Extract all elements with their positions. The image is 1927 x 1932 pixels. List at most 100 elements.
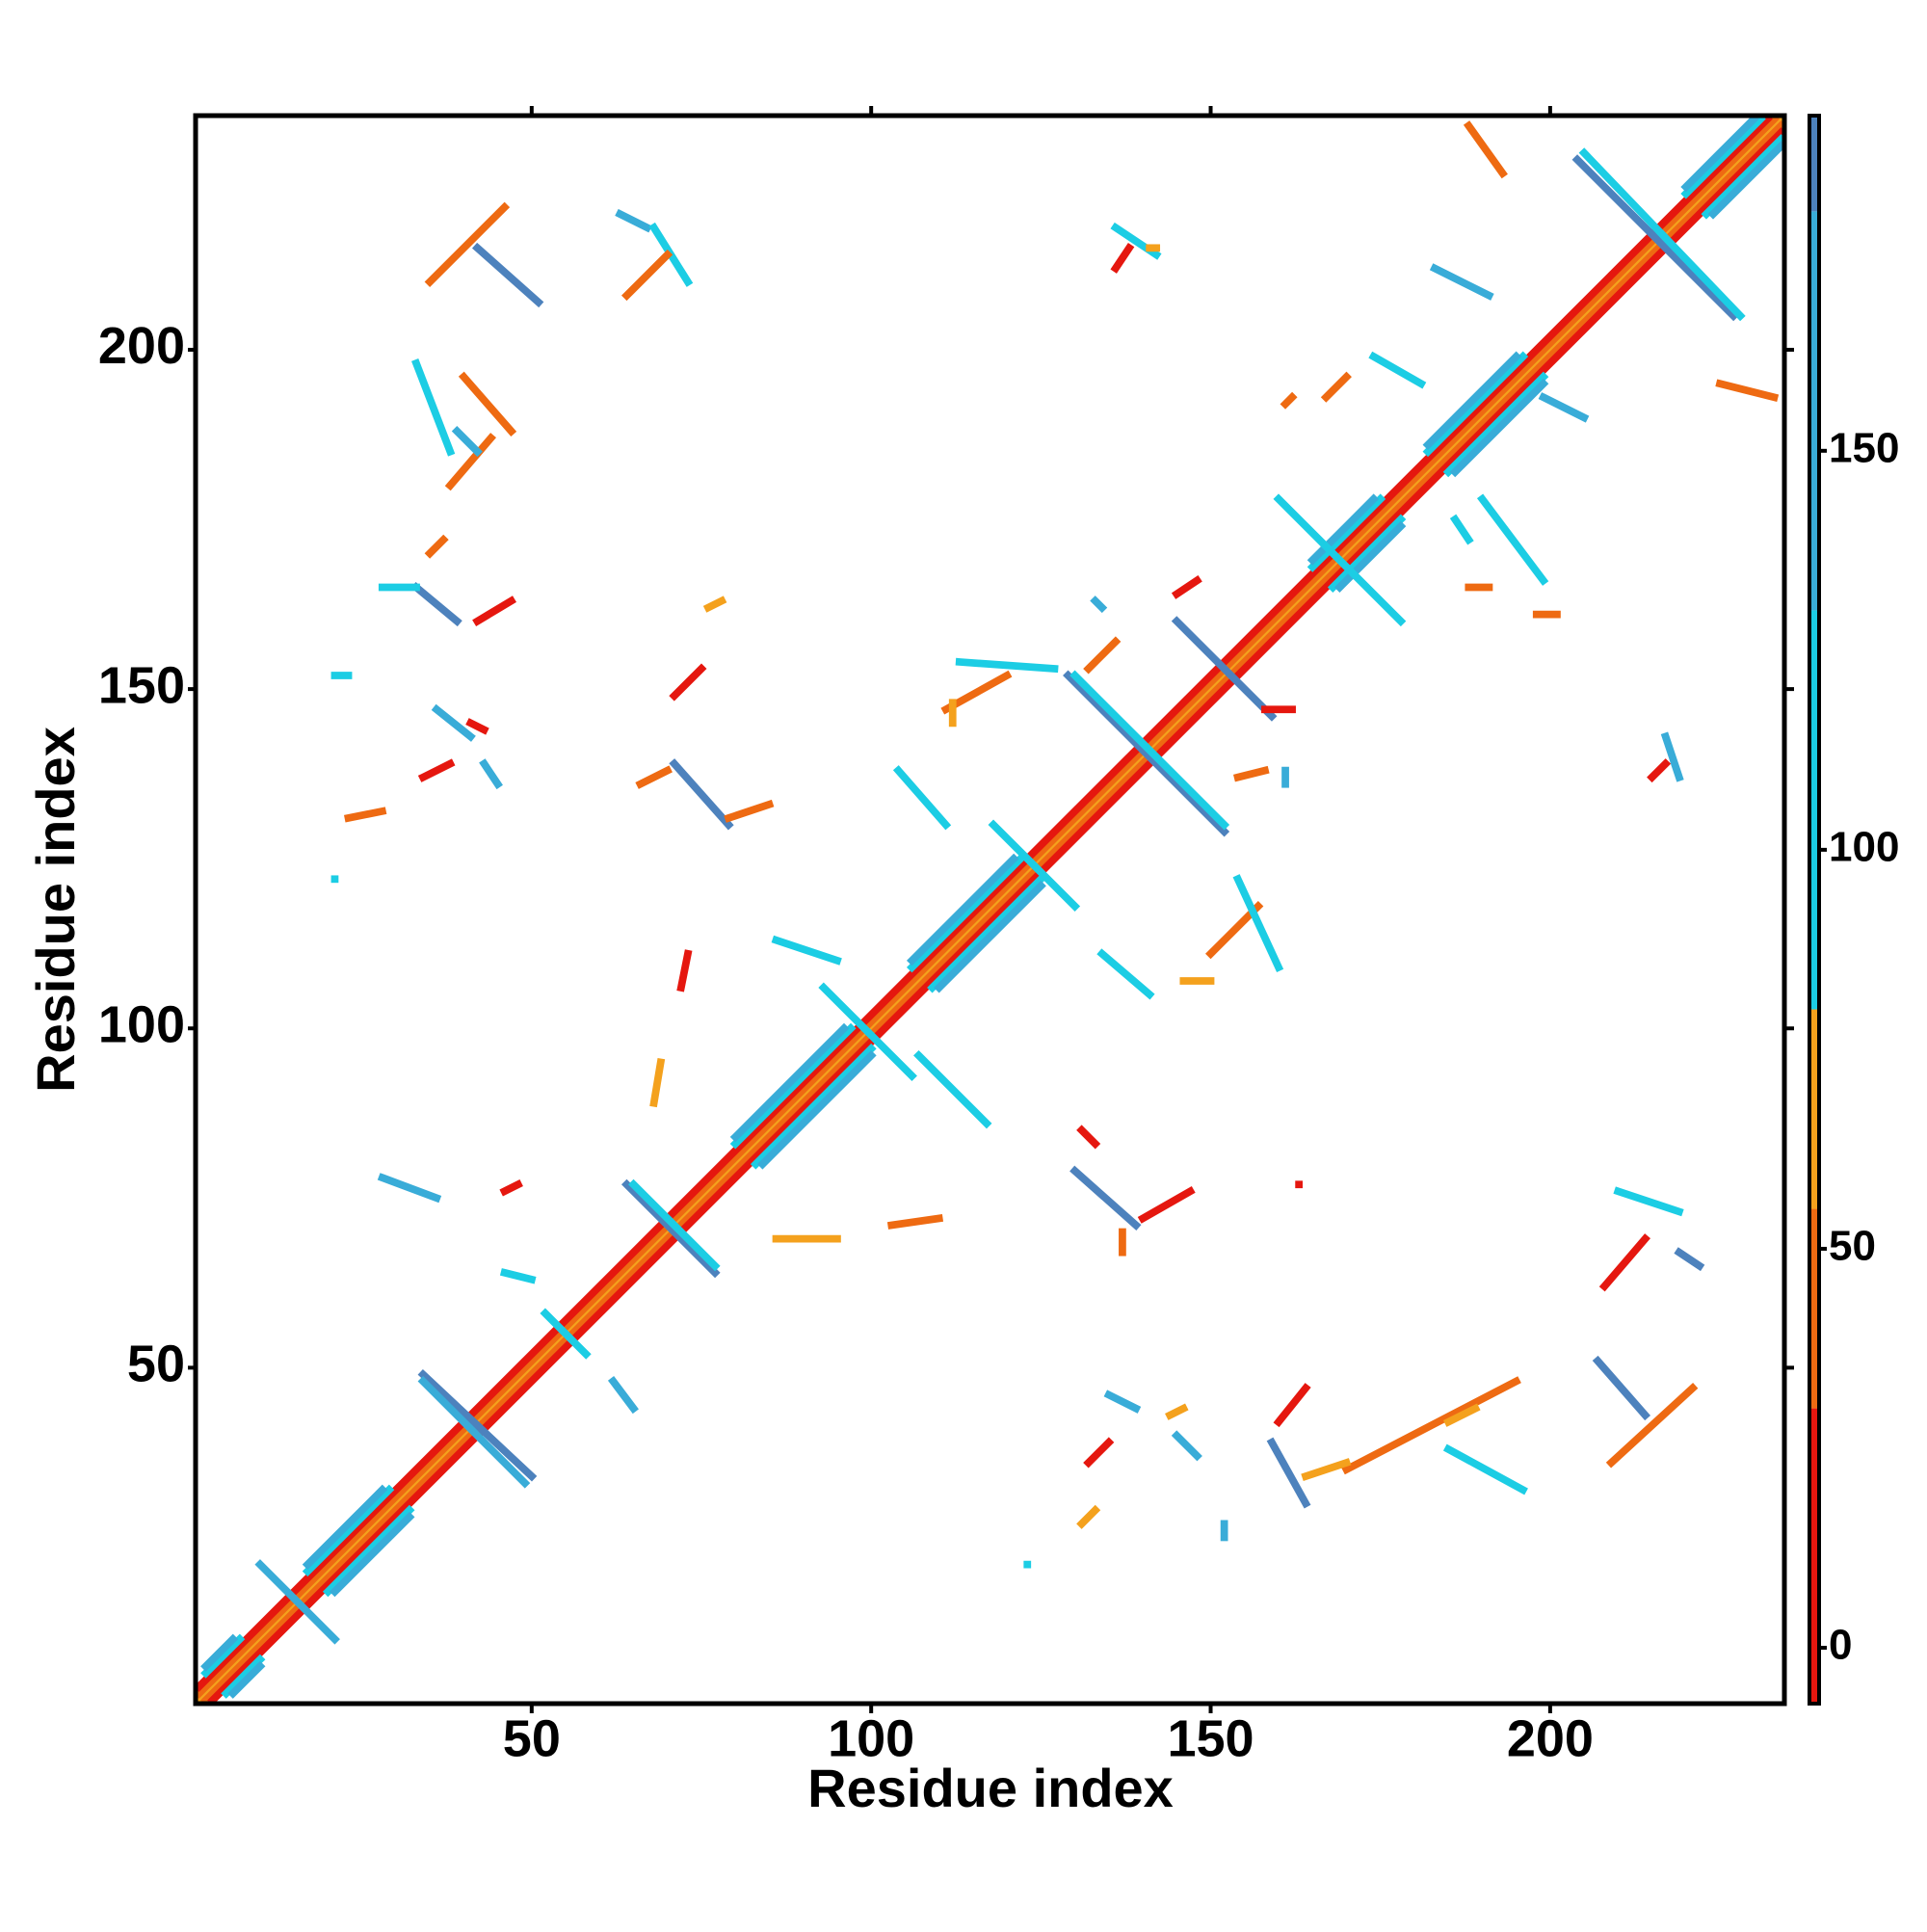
x-tick-label: 100 bbox=[828, 1709, 914, 1767]
contact-segment bbox=[499, 1179, 523, 1197]
contact-segment bbox=[1422, 351, 1529, 458]
contact-segment bbox=[417, 1368, 538, 1482]
contact-segment bbox=[1171, 1430, 1202, 1462]
contact-segment bbox=[1110, 242, 1135, 274]
contact-segment bbox=[750, 1043, 877, 1170]
contact-segment bbox=[1613, 1186, 1684, 1217]
contact-segment bbox=[934, 880, 1046, 993]
contact-segment bbox=[1701, 134, 1786, 220]
contact-segment bbox=[1280, 391, 1298, 410]
contact-segment bbox=[729, 1022, 850, 1143]
contact-segment bbox=[669, 663, 707, 701]
colorbar-tick-label: 100 bbox=[1829, 824, 1899, 871]
contact-segment bbox=[1463, 120, 1508, 179]
contact-segment bbox=[1538, 392, 1590, 423]
contact-segment bbox=[227, 1660, 266, 1699]
contact-segment bbox=[444, 433, 497, 491]
plot-frame bbox=[193, 113, 1787, 1707]
contact-segment bbox=[465, 718, 489, 735]
contact-segment bbox=[818, 982, 917, 1082]
contact-segment bbox=[1069, 1165, 1142, 1231]
contact-segment bbox=[621, 249, 673, 302]
contact-segment bbox=[615, 208, 652, 233]
contact-segment bbox=[649, 1058, 666, 1108]
contact-segment bbox=[499, 1268, 537, 1284]
contact-segment bbox=[377, 1173, 442, 1204]
y-tick-label: 150 bbox=[98, 656, 185, 714]
contact-segment bbox=[1096, 948, 1155, 1000]
contact-segment bbox=[417, 1375, 531, 1489]
contact-segment bbox=[1647, 758, 1672, 783]
contact-segment bbox=[1301, 1458, 1352, 1481]
contact-segment bbox=[927, 873, 1046, 993]
contact-segment bbox=[221, 1654, 266, 1699]
contact-segment bbox=[1083, 1437, 1115, 1469]
contact-segment bbox=[472, 595, 517, 627]
contact-segment bbox=[1449, 378, 1549, 478]
contact-segment bbox=[1707, 141, 1786, 220]
contact-segment bbox=[1422, 351, 1522, 451]
contact-segment bbox=[458, 371, 517, 437]
colorbar-band bbox=[1809, 116, 1819, 212]
contact-segment bbox=[886, 1214, 944, 1230]
colorbar-band bbox=[1809, 610, 1819, 1010]
contact-segment bbox=[621, 1178, 721, 1279]
contact-segment bbox=[1333, 520, 1407, 593]
colorbar-band bbox=[1809, 211, 1819, 611]
contact-segment bbox=[1442, 1403, 1481, 1427]
contact-segment bbox=[1578, 147, 1746, 322]
contact-segment bbox=[1327, 514, 1407, 593]
contact-segment bbox=[343, 807, 387, 823]
contact-segment bbox=[207, 127, 1786, 1706]
contact-segment bbox=[194, 114, 1780, 1699]
contact-segment bbox=[1063, 670, 1230, 837]
contact-segment bbox=[1442, 1443, 1528, 1495]
contact-segment bbox=[635, 765, 673, 789]
contact-segment bbox=[1449, 514, 1474, 545]
contact-segment bbox=[424, 534, 449, 559]
colorbar-frame bbox=[1808, 114, 1821, 1706]
contact-segment bbox=[724, 799, 775, 823]
contact-segment bbox=[329, 1511, 415, 1598]
contact-segment bbox=[411, 358, 456, 457]
contact-segment bbox=[756, 1049, 877, 1170]
contact-segment bbox=[1680, 114, 1766, 199]
contact-segment bbox=[1083, 636, 1122, 675]
contact-segment bbox=[771, 935, 842, 966]
contact-segment bbox=[200, 1633, 246, 1679]
contact-segment bbox=[1598, 1233, 1651, 1292]
contact-segment bbox=[1069, 670, 1230, 831]
contact-segment bbox=[424, 201, 511, 288]
contact-segment bbox=[955, 657, 1059, 674]
x-tick-label: 200 bbox=[1507, 1709, 1594, 1767]
contact-segment bbox=[1442, 371, 1549, 478]
contact-segment bbox=[628, 1178, 721, 1272]
y-tick-label: 200 bbox=[98, 317, 185, 375]
contact-segment bbox=[479, 758, 503, 790]
contact-segment bbox=[1680, 114, 1759, 193]
contact-segment bbox=[451, 426, 483, 458]
contact-segment bbox=[1592, 1355, 1651, 1421]
contact-segment bbox=[1273, 1383, 1311, 1428]
contact-segment bbox=[1165, 1403, 1189, 1420]
contact-segment bbox=[1103, 1389, 1142, 1414]
y-axis-label: Residue index bbox=[25, 727, 86, 1093]
contact-segment bbox=[892, 765, 952, 831]
contact-segment bbox=[1476, 493, 1549, 586]
contact-segment bbox=[607, 1376, 639, 1415]
colorbar-band bbox=[1809, 1009, 1819, 1209]
colorbar-tick-label: 150 bbox=[1829, 424, 1899, 471]
colorbar-band bbox=[1809, 1408, 1819, 1704]
contact-segment bbox=[1341, 1376, 1521, 1475]
contact-segment bbox=[302, 1484, 395, 1577]
contact-segment bbox=[1076, 1504, 1101, 1529]
x-tick-label: 150 bbox=[1167, 1709, 1254, 1767]
contact-segment bbox=[1715, 379, 1780, 402]
contact-segment bbox=[200, 1633, 239, 1672]
contact-segment bbox=[200, 120, 1786, 1706]
contact-segment bbox=[676, 949, 693, 992]
contact-segment bbox=[194, 114, 1786, 1706]
contact-segment bbox=[906, 853, 1019, 966]
